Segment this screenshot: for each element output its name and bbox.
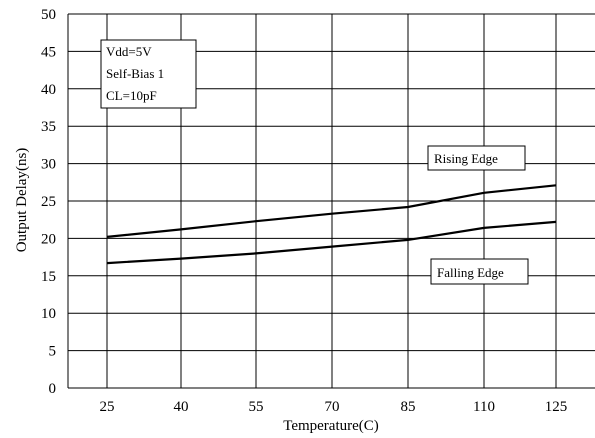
falling-edge-label: Falling Edge: [430, 258, 529, 285]
x-tick-labels: 25 40 55 70 85 110 125: [100, 399, 568, 415]
y-tick-label: 5: [49, 344, 57, 360]
condition-vdd: Vdd=5V: [106, 44, 152, 59]
x-tick-label: 85: [401, 399, 416, 415]
y-axis-title: Output Delay(ns): [14, 148, 30, 253]
condition-bias: Self-Bias 1: [106, 66, 164, 81]
x-tick-label: 110: [473, 399, 495, 415]
rising-edge-label-box: [427, 145, 526, 171]
falling-edge-line: [106, 220, 557, 265]
falling-edge-label-box: [430, 258, 529, 285]
rising-edge-label-text: Rising Edge: [434, 151, 498, 166]
x-axis-title: Temperature(C): [283, 418, 379, 434]
y-tick-label: 25: [41, 194, 56, 210]
conditions-box-border: [100, 39, 197, 109]
conditions-box: Vdd=5V Self-Bias 1 CL=10pF: [100, 39, 197, 109]
y-tick-label: 40: [41, 82, 56, 98]
condition-load: CL=10pF: [106, 88, 157, 103]
falling-edge-label-text: Falling Edge: [437, 265, 504, 280]
y-tick-label: 20: [41, 231, 56, 247]
y-tick-label: 35: [41, 119, 56, 135]
rising-edge-label: Rising Edge: [427, 145, 526, 171]
x-tick-label: 25: [100, 399, 115, 415]
y-tick-label: 10: [41, 306, 56, 322]
y-tick-label: 0: [49, 381, 57, 397]
y-tick-label: 15: [41, 269, 56, 285]
y-tick-label: 45: [41, 44, 56, 60]
y-tick-label: 30: [41, 157, 56, 173]
x-tick-label: 40: [174, 399, 189, 415]
x-tick-label: 125: [545, 399, 568, 415]
y-tick-labels: 0 5 10 15 20 25 30 35 40 45 50: [41, 7, 56, 397]
x-tick-label: 70: [325, 399, 340, 415]
series-lines: [106, 184, 557, 265]
rising-edge-line: [106, 184, 557, 238]
y-tick-label: 50: [41, 7, 56, 23]
x-tick-label: 55: [249, 399, 264, 415]
